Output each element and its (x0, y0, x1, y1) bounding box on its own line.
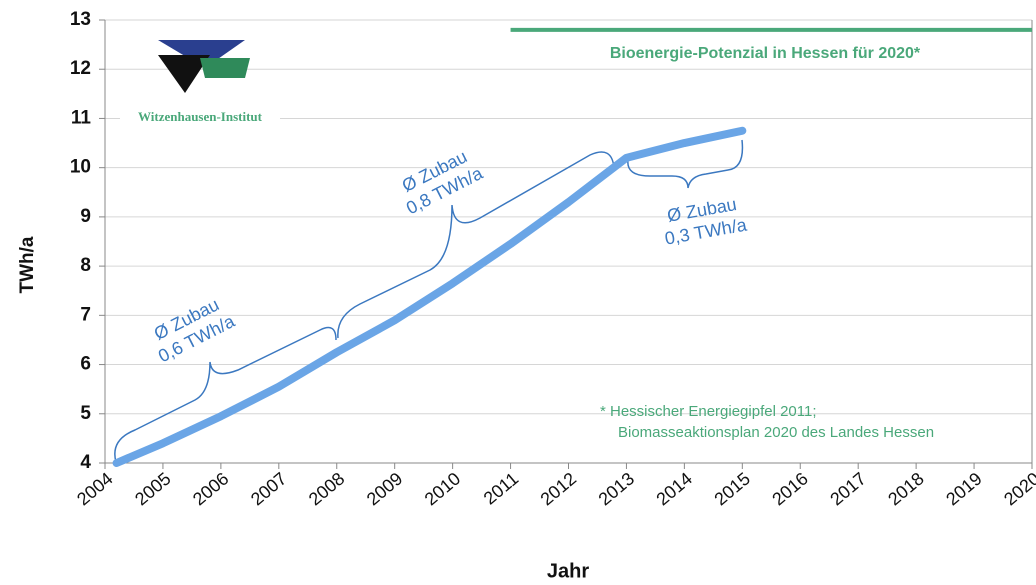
annotation: Ø Zubau 0,3 TWh/a (663, 194, 749, 249)
x-tick-label: 2009 (363, 468, 407, 509)
x-tick-label: 2012 (537, 468, 581, 509)
brace (627, 139, 744, 189)
logo-text: Witzenhausen-Institut (138, 109, 263, 124)
x-tick-label: 2006 (189, 468, 233, 509)
x-axis-label: Jahr (547, 560, 589, 582)
y-tick-label: 13 (70, 9, 91, 30)
footnote: Biomasseaktionsplan 2020 des Landes Hess… (618, 424, 934, 441)
x-tick-label: 2018 (884, 468, 928, 509)
braces (114, 139, 744, 463)
x-tick-label: 2017 (826, 468, 870, 509)
footnote: * Hessischer Energiegipfel 2011; (600, 403, 817, 420)
y-tick-label: 4 (80, 452, 91, 473)
y-tick-label: 10 (70, 157, 91, 178)
x-tick-label: 2013 (595, 468, 639, 509)
logo-shape (158, 55, 210, 93)
annotation: Ø Zubau 0,6 TWh/a (151, 294, 239, 366)
x-tick-label: 2019 (942, 468, 986, 509)
target-label: Bioenergie-Potenzial in Hessen für 2020* (610, 45, 921, 62)
y-tick-label: 8 (80, 255, 91, 276)
x-tick-label: 2011 (480, 468, 523, 508)
y-axis-label: TWh/a (17, 236, 38, 293)
x-tick-label: 2010 (421, 468, 465, 509)
logo-shape (158, 40, 245, 68)
x-tick-label: 2008 (305, 468, 349, 509)
brace (337, 151, 615, 339)
x-tick-label: 2020 (1000, 468, 1036, 509)
y-tick-label: 6 (80, 354, 91, 375)
logo-shape (200, 58, 250, 78)
annotation: Ø Zubau 0,8 TWh/a (399, 146, 487, 218)
y-tick-label: 12 (70, 58, 91, 79)
y-tick-label: 9 (80, 206, 91, 227)
y-tick-label: 5 (80, 403, 91, 424)
x-tick-label: 2015 (710, 468, 754, 509)
x-tick-label: 2016 (768, 468, 812, 509)
y-tick-label: 11 (71, 107, 92, 128)
x-tick-label: 2004 (73, 468, 117, 509)
y-tick-label: 7 (80, 304, 91, 325)
brace (114, 326, 337, 463)
x-tick-label: 2005 (131, 468, 175, 509)
grid (105, 19, 1032, 415)
x-tick-label: 2014 (652, 468, 696, 509)
data-line (112, 126, 747, 467)
logo: Witzenhausen-Institut (120, 40, 280, 126)
x-tick-label: 2007 (247, 468, 291, 509)
logo-bg (120, 108, 280, 126)
